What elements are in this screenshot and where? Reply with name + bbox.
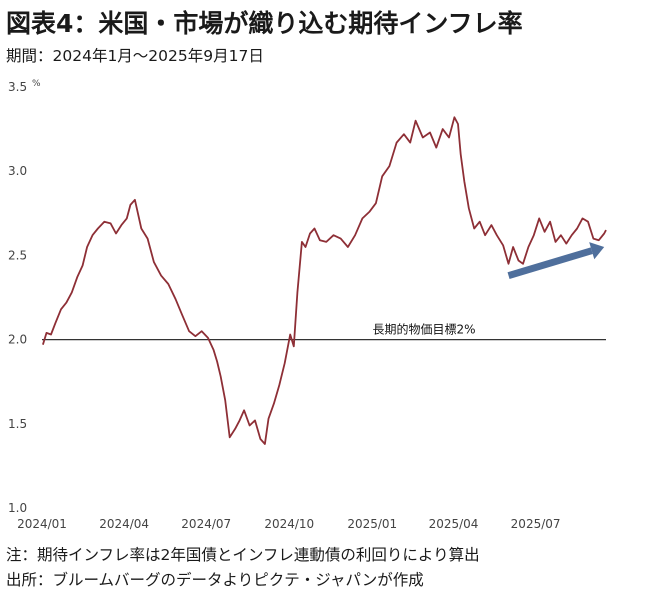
x-tick-label: 2025/04	[429, 517, 479, 531]
x-tick-label: 2024/01	[17, 517, 67, 531]
y-tick-label: 2.5	[8, 248, 27, 262]
y-tick-label: 1.0	[8, 501, 27, 515]
reference-line-label: 長期的物価目標2%	[372, 322, 475, 337]
y-tick-label: 3.5	[8, 80, 27, 94]
x-tick-label: 2025/01	[347, 517, 397, 531]
x-tick-label: 2024/04	[99, 517, 149, 531]
x-tick-label: 2025/07	[511, 517, 561, 531]
trend-arrow-shaft	[507, 247, 593, 279]
footnote: 注：期待インフレ率は2年国債とインフレ連動債の利回りにより算出	[6, 546, 480, 564]
series-line	[42, 116, 607, 445]
period-label: 期間：2024年1月～2025年9月17日	[6, 47, 264, 65]
chart-svg: 1.0 1.5 2.0 2.5 3.0 3.5 % 2024/01 2024/04 2024/07…	[8, 79, 607, 531]
source-note: 出所：ブルームバーグのデータよりピクテ・ジャパンが作成	[6, 571, 424, 589]
page-title: 図表4：米国・市場が織り込む期待インフレ率	[6, 9, 523, 38]
y-unit-label: %	[32, 79, 41, 89]
x-tick-label: 2024/10	[264, 517, 314, 531]
y-tick-label: 2.0	[8, 333, 27, 347]
trend-arrow-head	[589, 242, 605, 260]
y-tick-label: 3.0	[8, 164, 27, 178]
x-tick-label: 2024/07	[181, 517, 231, 531]
y-tick-label: 1.5	[8, 417, 27, 431]
